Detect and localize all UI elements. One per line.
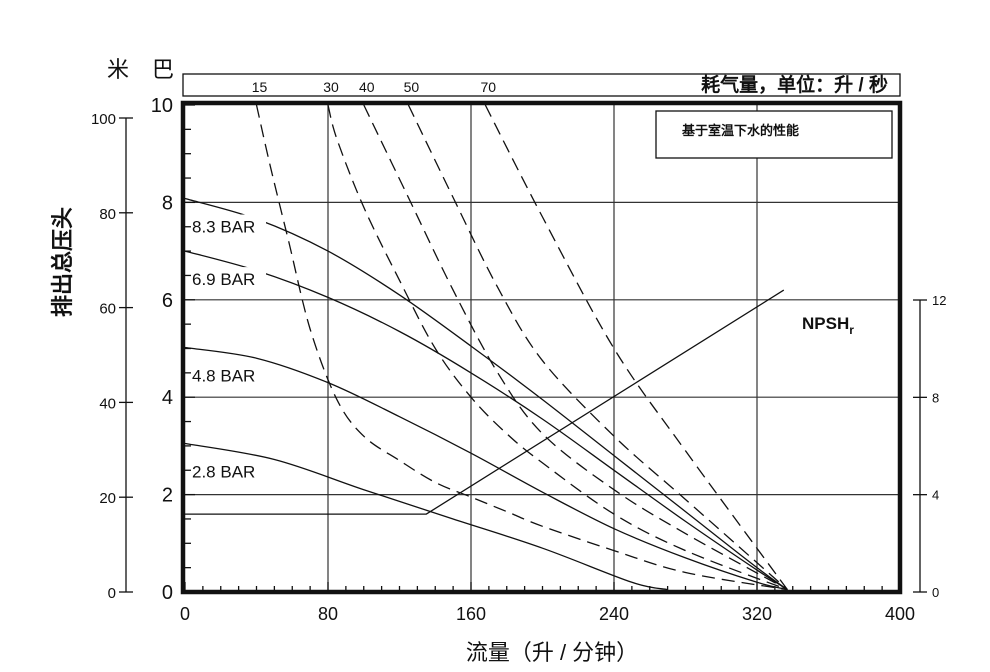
pressure-curve-4.8-BAR (184, 346, 788, 591)
y-bar-tick-label-0: 0 (162, 582, 173, 604)
pressure-curve-label-6.9-BAR: 6.9 BAR (192, 270, 255, 289)
note-box: 基于室温下水的性能 (655, 110, 893, 159)
y-axis-title: 排出总压头 (50, 207, 75, 317)
pressure-curve-label-4.8-BAR: 4.8 BAR (192, 367, 255, 386)
pressure-curve-label-8.3-BAR: 8.3 BAR (192, 218, 255, 237)
y-meter-tick-label-100: 100 (91, 111, 116, 128)
air-curve-label-40: 40 (359, 79, 375, 95)
x-axis-title: 流量（升 / 分钟） (466, 640, 638, 665)
y-meter-tick-label-0: 0 (108, 585, 116, 602)
y-meter-tick-label-20: 20 (99, 490, 116, 507)
air-curve-label-50: 50 (404, 79, 420, 95)
x-axis: 0 80 160 240 320 400 (180, 582, 915, 624)
air-curve-70 (484, 104, 788, 590)
y-bar-tick-label-10: 10 (151, 95, 173, 117)
right-tick-label-8: 8 (932, 390, 939, 405)
air-axis-label: 耗气量，单位：升 / 秒 (701, 73, 888, 96)
pressure-curve-label-2.8-BAR: 2.8 BAR (192, 462, 255, 481)
right-axis: 0 4 8 12 (913, 293, 946, 600)
plot-frame (180, 100, 903, 595)
x-tick-label-240: 240 (599, 604, 629, 624)
y-unit-bar-label: 巴 (152, 57, 174, 82)
npsh-curve-group: NPSHr (185, 289, 854, 515)
air-consumption-curves: 15 30 40 50 70 (252, 79, 788, 591)
air-curve-50 (407, 104, 788, 591)
npsh-label-main: NPSH (802, 314, 849, 333)
air-consumption-axis-box: 耗气量，单位：升 / 秒 (182, 73, 901, 97)
pressure-label-bg (190, 459, 266, 482)
air-curve-label-30: 30 (323, 79, 339, 95)
y-bar-tick-label-6: 6 (162, 290, 173, 312)
pressure-curve-6.9-BAR (184, 250, 788, 591)
air-curve-label-15: 15 (252, 79, 268, 95)
y-meter-tick-label-40: 40 (99, 395, 116, 412)
x-tick-label-160: 160 (456, 604, 486, 624)
x-tick-label-320: 320 (742, 604, 772, 624)
npsh-label-subscript: r (849, 323, 854, 337)
pressure-curve-8.3-BAR (184, 197, 788, 591)
pressure-label-bg (190, 214, 266, 237)
x-tick-label-400: 400 (885, 604, 915, 624)
pressure-curves: 8.3 BAR 6.9 BAR 4.8 BAR 2.8 BAR (184, 197, 788, 591)
grid (185, 105, 900, 592)
pressure-curve-2.8-BAR (184, 442, 668, 591)
right-tick-label-4: 4 (932, 488, 939, 503)
y-bar-tick-label-4: 4 (162, 387, 173, 409)
y-bar-tick-label-2: 2 (162, 485, 173, 507)
pressure-label-bg (190, 267, 266, 290)
x-tick-label-80: 80 (318, 604, 338, 624)
air-curve-label-70: 70 (481, 79, 497, 95)
note-text: 基于室温下水的性能 (681, 123, 799, 138)
right-tick-label-0: 0 (932, 585, 939, 600)
npsh-curve (185, 289, 785, 515)
x-tick-label-0: 0 (180, 604, 190, 624)
npsh-label: NPSHr (802, 314, 854, 337)
y-unit-meter-label: 米 (107, 57, 129, 82)
y-bar-tick-label-8: 8 (162, 192, 173, 214)
y-meter-tick-label-80: 80 (99, 206, 116, 223)
y-meter-tick-label-60: 60 (99, 301, 116, 318)
air-curve-15 (255, 104, 788, 591)
air-curve-40 (363, 104, 788, 591)
right-tick-label-12: 12 (932, 293, 946, 308)
air-curve-30 (327, 104, 788, 591)
pressure-label-bg (190, 363, 266, 386)
